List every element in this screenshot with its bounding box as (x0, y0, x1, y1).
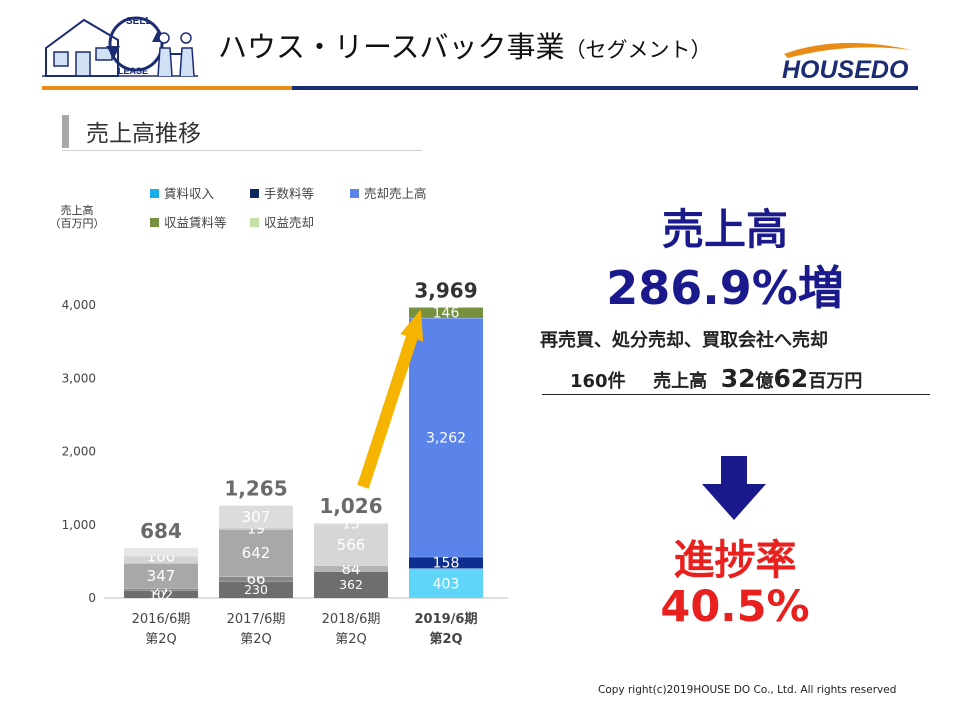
sales-growth: 286.9%増 (606, 261, 844, 315)
bar-segment (124, 588, 198, 591)
progress-value: 40.5% (660, 582, 810, 632)
detail-line-1: 再売買、処分売却、買取会社へ売却 (540, 330, 828, 351)
progress-label: 進捗率 (673, 536, 797, 584)
x-tick-label: 2019/6期 (415, 612, 478, 627)
section-title: 売上高推移 (62, 113, 422, 151)
bar-segment (124, 555, 198, 564)
bar-segment (314, 523, 388, 566)
x-tick-label: 第2Q (429, 631, 462, 647)
detail-line-2: 160件 売上高 32億62百万円 (542, 364, 930, 395)
bar-segment (409, 317, 483, 557)
sell-lease-illustration: SELL LEASE (42, 16, 198, 77)
total-label: 3,969 (414, 278, 477, 302)
x-tick-label: 2017/6期 (227, 612, 286, 627)
x-tick-label: 2018/6期 (322, 612, 381, 627)
bar-segment (219, 576, 293, 582)
legend-swatch (150, 218, 159, 227)
legend-label: 収益売却 (264, 215, 314, 230)
data-label: 307 (242, 508, 271, 526)
section-title-text: 売上高推移 (86, 121, 201, 147)
legend-label: 収益賃料等 (164, 215, 227, 230)
x-tick-label: 2016/6期 (132, 612, 191, 627)
legend-swatch (250, 218, 259, 227)
data-label: 347 (147, 567, 176, 585)
bar-segment (409, 307, 483, 318)
bar-segment (409, 556, 483, 569)
y-tick-label: 1,000 (62, 518, 96, 532)
detail-amount-b: 62 (773, 364, 809, 393)
legend-swatch (250, 189, 259, 198)
bar-segment (124, 590, 198, 598)
data-label: 403 (433, 576, 460, 592)
y-tick-label: 4,000 (62, 298, 96, 312)
bar-segment (219, 505, 293, 528)
data-label: 642 (242, 544, 271, 562)
logo-sell-text: SELL (126, 16, 152, 27)
data-label: 566 (337, 536, 366, 554)
legend-swatch (150, 189, 159, 198)
detail-sales-label: 売上高 (653, 371, 708, 392)
data-label: 3,262 (426, 430, 466, 446)
brand-logo-text: HOUSEDO (782, 56, 909, 82)
x-tick-label: 第2Q (335, 632, 367, 647)
sales-title: 売上高 (661, 205, 788, 254)
page-title-main: ハウス・リースバック事業 (218, 30, 565, 64)
total-label: 1,026 (319, 494, 382, 518)
legend-swatch (350, 189, 359, 198)
y-tick-label: 0 (88, 591, 96, 605)
bar-segment (219, 527, 293, 530)
bar-segment (219, 529, 293, 577)
copyright-notice: Copy right(c)2019HOUSE DO Co., Ltd. All … (598, 684, 897, 696)
detail-unit-a: 億 (755, 371, 774, 392)
bar-segment (409, 568, 483, 598)
down-arrow-icon (702, 456, 766, 520)
y-tick-label: 3,000 (62, 371, 96, 385)
y-axis-label: （百万円） (50, 217, 105, 230)
data-label: 230 (244, 582, 268, 597)
data-label: 146 (433, 306, 460, 322)
x-tick-label: 第2Q (240, 632, 272, 647)
data-label: 158 (433, 556, 460, 572)
bar-segment (314, 571, 388, 598)
bar-segment (124, 547, 198, 556)
data-label: 362 (339, 577, 363, 592)
growth-arrow-icon (357, 309, 424, 489)
data-label: 13 (342, 516, 360, 532)
y-axis-label: 売上高 (61, 203, 94, 217)
total-label: 684 (140, 519, 182, 543)
logo-lease-text: LEASE (118, 66, 148, 76)
page-title-segment: （セグメント） (564, 38, 712, 62)
page-title: ハウス・リースバック事業（セグメント） (218, 24, 712, 66)
legend-label: 売却売上高 (364, 186, 427, 201)
detail-count: 160件 (570, 371, 626, 392)
bar-segment (314, 565, 388, 572)
y-tick-label: 2,000 (62, 445, 96, 459)
detail-unit-b: 百万円 (808, 371, 863, 392)
header-divider (42, 86, 918, 90)
detail-amount-a: 32 (720, 364, 756, 393)
legend-label: 手数料等 (264, 186, 314, 201)
bar-segment (124, 563, 198, 589)
bar-segment (219, 581, 293, 598)
legend-label: 賃料収入 (164, 186, 215, 201)
x-tick-label: 第2Q (145, 632, 177, 647)
housedo-logo: HOUSEDO (782, 42, 912, 82)
total-label: 1,265 (224, 476, 287, 500)
